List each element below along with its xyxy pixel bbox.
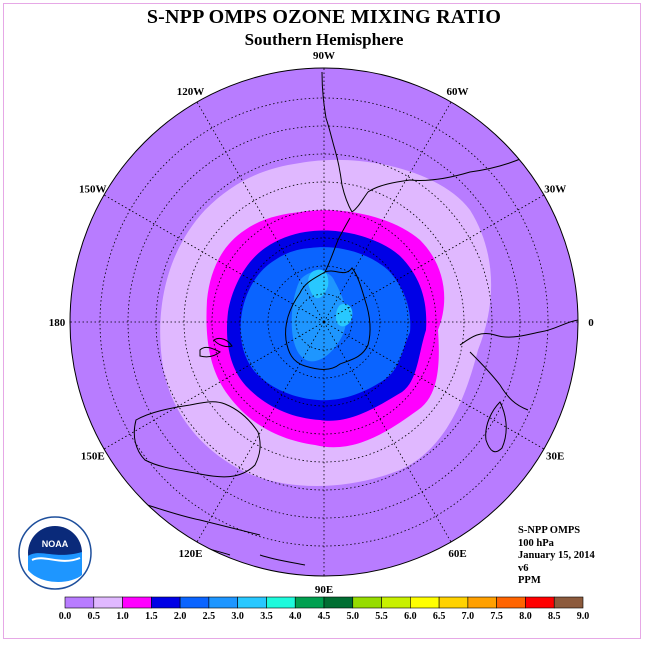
longitude-label: 150E [81, 451, 105, 463]
new-zealand-coastline [199, 337, 233, 358]
colorbar-swatch [151, 596, 181, 609]
info-block: S-NPP OMPS 100 hPa January 15, 2014 v6 P… [518, 525, 595, 588]
colorbar-swatch [266, 596, 296, 609]
longitude-label: 90W [313, 50, 335, 62]
ozone-region-3.0-3.5 [308, 269, 329, 299]
longitude-label: 30E [546, 451, 564, 463]
colorbar-tick-label: 6.0 [404, 611, 417, 622]
longitude-label: 150W [79, 184, 107, 196]
colorbar-swatch [496, 596, 526, 609]
colorbar-swatch [179, 596, 210, 609]
latitude-circle [295, 293, 353, 351]
colorbar-swatch [525, 596, 555, 609]
longitude-label: 30W [544, 184, 566, 196]
colorbar-swatch [237, 596, 267, 609]
longitude-label: 120E [179, 548, 203, 560]
latitude-circle [127, 125, 521, 519]
longitude-label: 60W [447, 86, 469, 98]
colorbar-swatch [553, 596, 584, 609]
latitude-circle [99, 97, 549, 547]
colorbar-swatch [93, 596, 123, 609]
latitude-circle [239, 237, 409, 407]
colorbar-swatch [294, 596, 325, 609]
colorbar-tick-label: 4.0 [289, 611, 302, 622]
ozone-region-3.0-3.5 [336, 303, 353, 327]
colorbar-tick-label: 7.0 [462, 611, 475, 622]
pressure-level-label: 100 hPa [518, 537, 554, 549]
colorbar-swatch [438, 596, 469, 609]
map-subtitle: Southern Hemisphere [244, 30, 404, 49]
colorbar-swatch [467, 596, 497, 609]
colorbar-tick-label: 1.5 [145, 611, 158, 622]
latitude-circle [267, 265, 381, 379]
noaa-logo-text: NOAA [42, 539, 69, 549]
longitude-label: 0 [588, 317, 594, 329]
colorbar-tick-label: 8.5 [548, 611, 561, 622]
map-title: S-NPP OMPS OZONE MIXING RATIO [146, 6, 502, 28]
colorbar-tick-label: 5.0 [347, 611, 360, 622]
map-boundary [69, 67, 579, 577]
date-label: January 15, 2014 [518, 550, 595, 561]
colorbar-tick-label: 4.5 [318, 611, 331, 622]
latitude-circle [211, 209, 437, 435]
colorbar-swatch [64, 596, 95, 609]
antarctic-peninsula-coastline [324, 217, 351, 273]
colorbar-tick-label: 8.0 [519, 611, 532, 622]
colorbar-swatch [323, 596, 354, 609]
colorbar-tick-label: 1.0 [116, 611, 129, 622]
colorbar-tick-label: 3.0 [231, 611, 244, 622]
instrument-label: S-NPP OMPS [518, 525, 581, 536]
version-label: v6 [518, 562, 529, 574]
graticule [70, 68, 578, 576]
longitude-label: 60E [448, 548, 466, 560]
south-america-coastline [321, 71, 541, 213]
colorbar-tick-label: 2.0 [174, 611, 187, 622]
figure-frame [3, 3, 641, 639]
colorbar-swatch [352, 596, 382, 609]
africa-coastline [459, 319, 578, 453]
colorbar-swatch [410, 596, 440, 609]
noaa-logo: NOAA [18, 516, 92, 590]
colorbar-tick-label: 3.5 [260, 611, 273, 622]
colorbar-tick-label: 6.5 [433, 611, 446, 622]
colorbar: 0.0 0.5 1.0 1.5 2.0 2.5 3.0 3.5 4.0 4.5 5.0 5.5 6.0 6… [59, 596, 590, 622]
colorbar-tick-label: 0.5 [88, 611, 101, 622]
longitude-label: 120W [177, 86, 205, 98]
latitude-circle [155, 153, 493, 491]
coastlines [129, 71, 578, 566]
colorbar-tick-label: 9.0 [577, 611, 590, 622]
colorbar-tick-label: 2.5 [203, 611, 216, 622]
colorbar-tick-label: 0.0 [59, 611, 72, 622]
units-label: PPM [518, 575, 541, 586]
latitude-circle [183, 181, 465, 463]
colorbar-swatch [122, 596, 152, 609]
ozone-region-2.5-3.0 [291, 271, 347, 362]
colorbar-swatch [381, 596, 411, 609]
colorbar-tick-label: 7.5 [490, 611, 503, 622]
antarctica-coastline [285, 267, 371, 370]
longitude-labels: 90W 60W 30W 0 30E 60E 90E 120E 150E 180 150W 120W [49, 50, 595, 596]
australia-coastline [133, 401, 261, 478]
longitude-label: 90E [315, 584, 333, 596]
colorbar-swatch [208, 596, 238, 609]
colorbar-tick-label: 5.5 [375, 611, 388, 622]
longitude-label: 180 [49, 317, 66, 329]
